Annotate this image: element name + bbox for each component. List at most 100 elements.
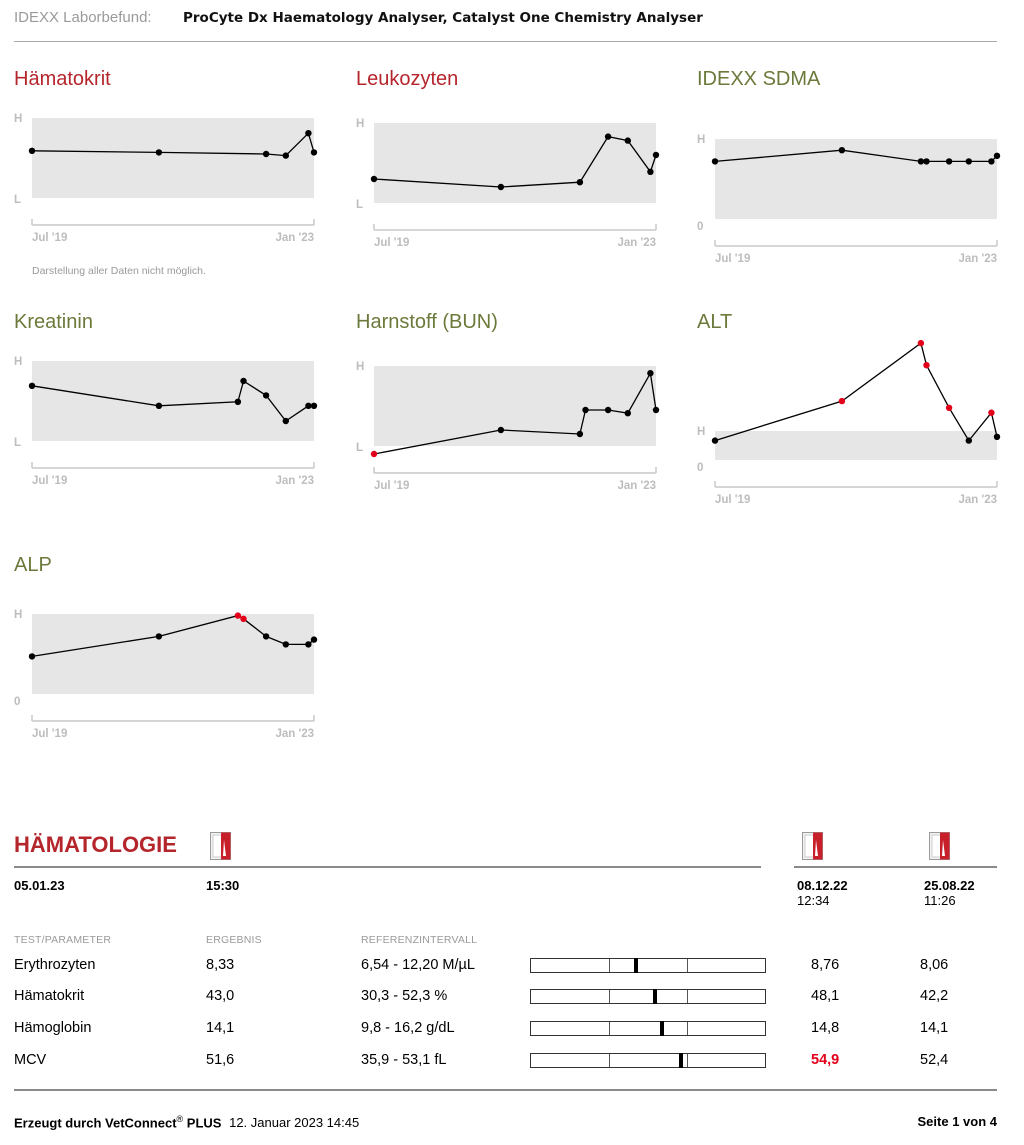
chart-title: Hämatokrit	[14, 68, 111, 90]
series-line	[714, 149, 998, 163]
reference-range: 6,54 - 12,20 M/µL	[361, 957, 475, 973]
current-date: 05.01.23	[14, 878, 65, 893]
trend-plot: H L Jul '19 Jan '23	[14, 113, 318, 244]
data-point	[282, 641, 289, 648]
section-divider	[14, 866, 761, 868]
range-divider	[609, 959, 610, 972]
chart-title: Harnstoff (BUN)	[356, 311, 498, 333]
pdf-icon[interactable]	[210, 832, 232, 860]
reference-band	[715, 431, 997, 460]
data-point	[310, 402, 318, 409]
result-marker	[653, 989, 657, 1004]
parameter-name: MCV	[14, 1052, 47, 1068]
previous-date: 08.12.22	[797, 878, 848, 893]
previous-date: 25.08.22	[924, 878, 975, 893]
trend-plot: H 0 Jul '19 Jan '23	[14, 609, 318, 740]
previous-result-value: 48,1	[811, 988, 840, 1004]
trend-plot: H L Jul '19 Jan '23	[356, 118, 660, 249]
column-header-result: ERGEBNIS	[206, 934, 262, 946]
x-tick-label: Jul '19	[32, 232, 67, 244]
chart-title: Kreatinin	[14, 311, 93, 333]
previous-result-date: 08.12.22 12:34	[797, 878, 848, 908]
parameter-name: Hämatokrit	[14, 988, 85, 1004]
data-point-abnormal	[923, 362, 930, 369]
data-point	[965, 437, 972, 444]
data-point	[305, 641, 312, 648]
data-point	[624, 137, 631, 144]
generated-label: Erzeugt durch VetConnect	[14, 1115, 177, 1131]
reference-band	[32, 614, 314, 694]
data-point	[155, 149, 163, 156]
data-point-abnormal	[234, 612, 242, 619]
data-point-abnormal	[945, 404, 953, 411]
chart-note: Darstellung aller Daten nicht möglich.	[32, 265, 206, 277]
range-divider	[609, 990, 610, 1003]
page-number: Seite 1 von 4	[917, 1114, 997, 1129]
data-point-abnormal	[240, 615, 247, 622]
data-point-abnormal	[838, 397, 846, 405]
data-point	[923, 158, 930, 165]
data-point	[993, 152, 1001, 159]
reference-range-bar	[530, 958, 766, 973]
trend-plot: H 0 Jul '19 Jan '23	[697, 339, 1001, 506]
data-point	[945, 158, 953, 165]
chart-leukocytes: Leukozyten H L Jul '19 Jan '23	[356, 68, 676, 288]
upper-limit-label: H	[356, 361, 364, 373]
reference-band	[32, 361, 314, 441]
data-point	[988, 158, 995, 165]
range-divider	[609, 1022, 610, 1035]
previous-result-value: 52,4	[920, 1052, 949, 1068]
report-header: IDEXX Laborbefund: ProCyte Dx Haematolog…	[14, 8, 997, 42]
footer-divider	[14, 1089, 997, 1091]
data-point	[576, 179, 584, 186]
reference-range: 35,9 - 53,1 fL	[361, 1052, 447, 1068]
range-divider	[687, 1054, 688, 1067]
data-point	[28, 382, 36, 389]
previous-result-value: 42,2	[920, 988, 949, 1004]
range-divider	[687, 1022, 688, 1035]
column-header-reference: REFERENZINTERVALL	[361, 934, 478, 946]
previous-time: 11:26	[924, 893, 956, 908]
result-marker	[679, 1053, 683, 1068]
range-divider	[687, 990, 688, 1003]
pdf-icon[interactable]	[929, 832, 951, 860]
data-point	[711, 158, 719, 165]
data-point	[965, 158, 972, 165]
data-point-abnormal	[370, 450, 378, 458]
table-row: Erythrozyten 8,33 6,54 - 12,20 M/µL 8,76 8,0…	[0, 957, 1024, 981]
upper-limit-label: H	[14, 113, 22, 125]
parameter-name: Erythrozyten	[14, 957, 96, 973]
data-point	[624, 410, 631, 417]
data-point	[155, 402, 163, 409]
chart-haematocrit: Hämatokrit H L Jul '19 Jan '23 Darstellung al…	[14, 68, 334, 288]
data-point	[993, 433, 1001, 440]
chart-alt: ALT H 0 Jul '19 Jan '23	[697, 311, 1017, 531]
chart-title: ALT	[697, 311, 733, 333]
data-point	[262, 633, 270, 640]
data-point	[310, 636, 318, 643]
data-point	[282, 152, 289, 159]
reference-range: 30,3 - 52,3 %	[361, 988, 448, 1004]
data-point-abnormal	[988, 409, 995, 416]
upper-limit-label: H	[14, 356, 22, 368]
result-value: 51,6	[206, 1052, 235, 1068]
trend-plot: H L Jul '19 Jan '23	[14, 356, 318, 487]
data-point	[652, 406, 660, 414]
previous-time: 12:34	[797, 893, 830, 908]
reference-range-bar	[530, 989, 766, 1004]
lower-limit-label: L	[14, 437, 21, 449]
previous-result-date: 25.08.22 11:26	[924, 878, 975, 908]
range-divider	[687, 959, 688, 972]
pdf-icon[interactable]	[802, 832, 824, 860]
data-point	[28, 147, 36, 154]
reference-band	[715, 139, 997, 219]
previous-result-value: 8,76	[811, 957, 840, 973]
previous-result-value: 54,9	[811, 1052, 840, 1068]
lower-limit-label: 0	[697, 221, 703, 233]
reference-range-bar	[530, 1053, 766, 1068]
data-point	[262, 150, 270, 158]
previous-result-value: 14,1	[920, 1020, 949, 1036]
table-row: Hämoglobin 14,1 9,8 - 16,2 g/dL 14,8 14,1	[0, 1020, 1024, 1044]
series-line	[373, 371, 657, 455]
result-marker	[660, 1021, 664, 1036]
